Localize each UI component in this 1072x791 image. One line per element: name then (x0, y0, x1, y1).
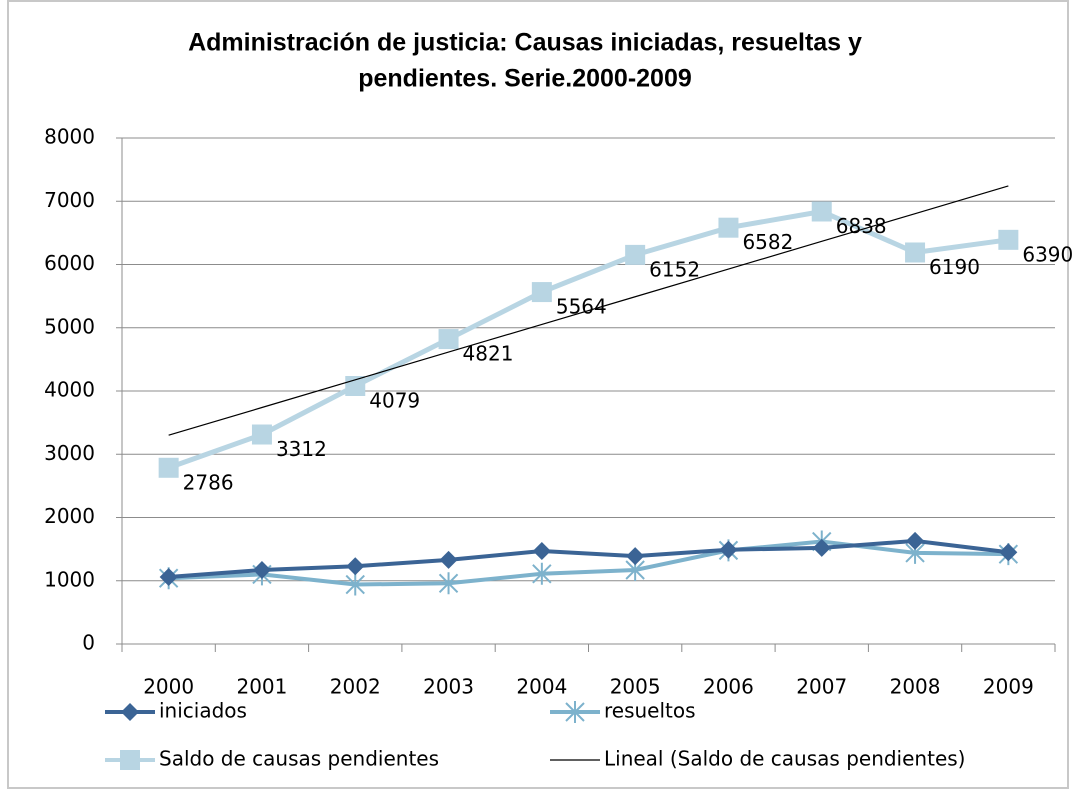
marker (626, 547, 645, 566)
marker (438, 329, 459, 350)
marker (438, 572, 459, 595)
marker (121, 703, 139, 721)
legend-label: resueltos (604, 699, 696, 723)
marker (905, 242, 926, 263)
x-tick-label: 2000 (143, 675, 194, 699)
y-tick-label: 2000 (44, 504, 95, 528)
data-label: 6152 (649, 257, 700, 281)
y-tick-label: 7000 (44, 188, 95, 212)
data-label: 6390 (1022, 242, 1072, 266)
marker (998, 229, 1019, 250)
marker (565, 701, 585, 723)
data-label: 6582 (742, 230, 793, 254)
marker (345, 573, 365, 596)
series-line (168, 538, 1009, 579)
x-tick-label: 2009 (983, 675, 1034, 699)
series-line (168, 185, 1009, 436)
y-tick-label: 3000 (44, 441, 95, 465)
marker (532, 542, 551, 561)
marker (811, 201, 832, 222)
marker (718, 217, 739, 238)
y-tick-label: 5000 (44, 314, 95, 338)
legend-label: Lineal (Saldo de causas pendientes) (604, 747, 965, 771)
marker (532, 562, 552, 585)
marker (625, 244, 646, 265)
marker (158, 457, 179, 478)
data-label: 4079 (369, 389, 420, 413)
x-tick-label: 2005 (610, 675, 661, 699)
legend-label: iniciados (159, 699, 247, 723)
series-line (167, 208, 1009, 471)
x-tick-label: 2008 (890, 675, 941, 699)
marker (439, 550, 458, 569)
y-tick-label: 0 (82, 631, 95, 655)
marker (120, 750, 140, 770)
y-tick-label: 4000 (44, 378, 95, 402)
y-tick-label: 8000 (44, 125, 95, 149)
x-tick-label: 2004 (516, 675, 567, 699)
marker (345, 376, 366, 397)
marker (906, 531, 925, 550)
x-tick-label: 2001 (236, 675, 287, 699)
data-label: 3312 (276, 437, 327, 461)
marker (346, 557, 365, 576)
chart-title: Administración de justicia: Causas inici… (188, 29, 862, 57)
marker (251, 424, 272, 445)
x-tick-label: 2002 (330, 675, 381, 699)
y-tick-label: 6000 (44, 251, 95, 275)
chart-title: pendientes. Serie.2000-2009 (358, 65, 692, 93)
data-label: 5564 (556, 295, 607, 319)
marker (999, 543, 1018, 562)
data-label: 2786 (183, 470, 234, 494)
marker (159, 567, 178, 586)
data-label: 6838 (836, 214, 887, 238)
marker (252, 560, 271, 579)
x-tick-label: 2003 (423, 675, 474, 699)
marker (531, 282, 552, 303)
series-line (168, 539, 1009, 587)
data-label: 6190 (929, 255, 980, 279)
x-tick-label: 2006 (703, 675, 754, 699)
marker (719, 540, 738, 559)
x-tick-label: 2007 (796, 675, 847, 699)
y-tick-label: 1000 (44, 567, 95, 591)
legend-label: Saldo de causas pendientes (159, 747, 439, 771)
chart-frame (7, 0, 1069, 789)
marker (812, 538, 831, 557)
